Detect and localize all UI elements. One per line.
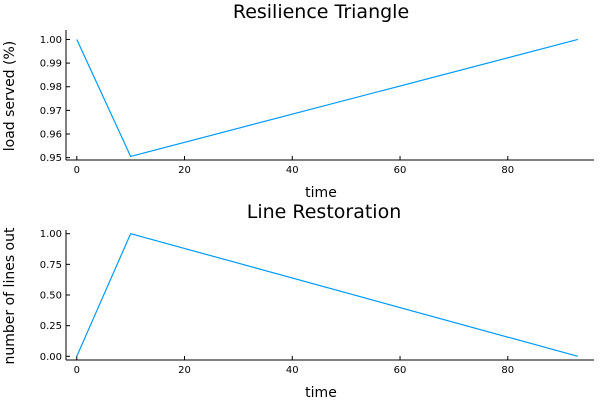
- x-tick-label: 60: [394, 165, 407, 176]
- x-tick-label: 80: [501, 165, 514, 176]
- series-line: [76, 38, 578, 158]
- x-tick-label: 0: [74, 165, 80, 176]
- chart-title: Line Restoration: [247, 201, 402, 223]
- y-tick-label: 0.95: [40, 153, 62, 164]
- y-tick-label: 0.97: [40, 106, 62, 117]
- x-tick-label: 40: [286, 165, 299, 176]
- x-tick-label: 20: [178, 365, 191, 376]
- x-axis-label: time: [305, 185, 337, 201]
- y-axis-label: load served (%): [2, 41, 18, 152]
- chart-title: Resilience Triangle: [233, 1, 409, 23]
- series-line: [76, 233, 578, 357]
- x-tick-label: 40: [286, 365, 299, 376]
- x-axis-label: time: [305, 385, 337, 400]
- y-tick-label: 0.25: [40, 321, 62, 332]
- y-tick-label: 0.99: [40, 59, 62, 70]
- x-tick-label: 0: [74, 365, 80, 376]
- y-tick-label: 0.96: [40, 130, 62, 141]
- chart-line-restoration: Line Restoration time number of lines ou…: [2, 201, 594, 401]
- y-tick-label: 0.98: [40, 82, 62, 93]
- x-tick-label: 20: [178, 165, 191, 176]
- y-tick-label: 1.00: [40, 35, 62, 46]
- y-tick-label: 0.75: [40, 260, 62, 271]
- chart-resilience-triangle: Resilience Triangle time load served (%)…: [2, 1, 594, 201]
- x-tick-label: 80: [501, 365, 514, 376]
- y-tick-label: 0.00: [40, 352, 62, 363]
- x-tick-label: 60: [394, 365, 407, 376]
- y-tick-label: 0.50: [40, 291, 62, 302]
- y-axis-label: number of lines out: [2, 227, 18, 364]
- y-tick-label: 1.00: [40, 229, 62, 240]
